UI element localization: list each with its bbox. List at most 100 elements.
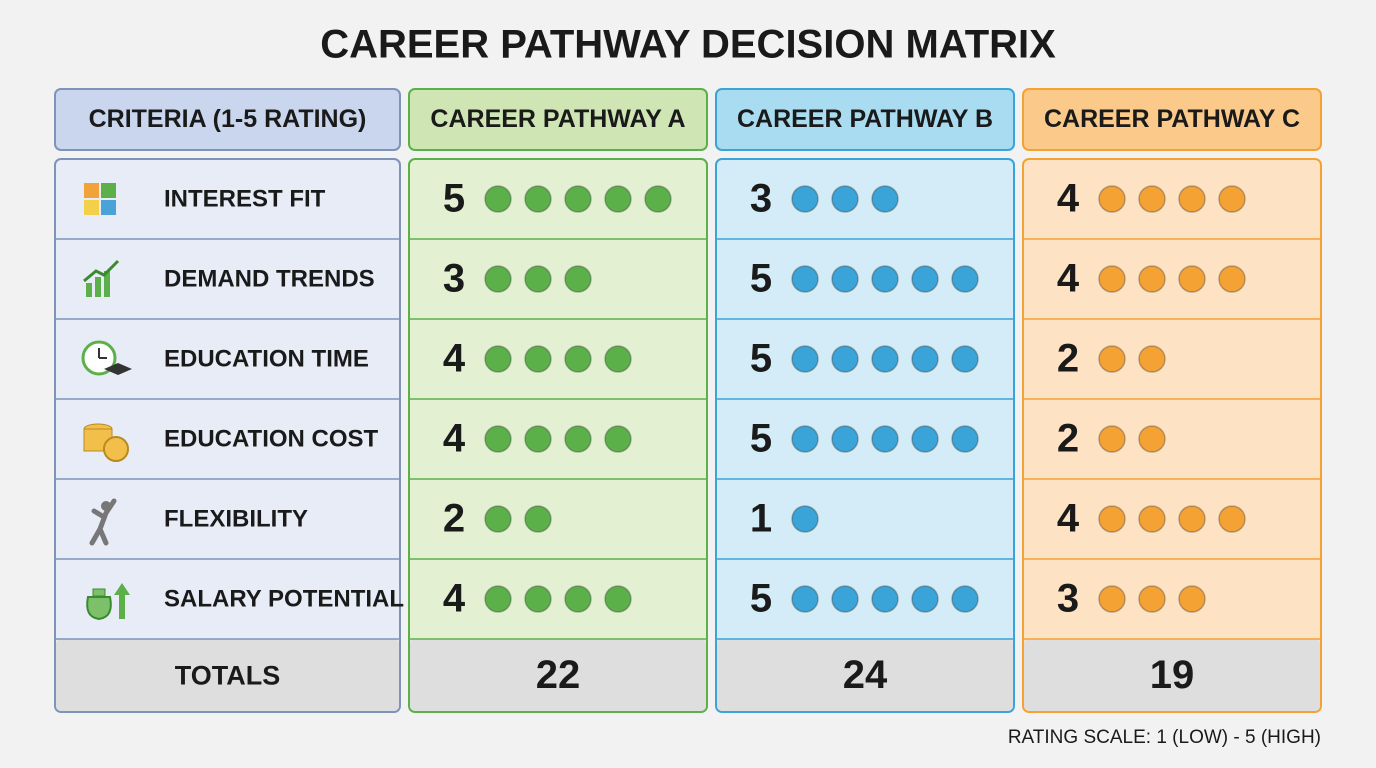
totals-cell (717, 639, 1013, 711)
criteria-label: SALARY POTENTIAL (164, 585, 404, 612)
rating-dot (911, 425, 939, 453)
rating-dot (484, 185, 512, 213)
rating-dot (564, 585, 592, 613)
rating-dot (1218, 185, 1246, 213)
criteria-label: EDUCATION TIME (164, 345, 369, 372)
rating-dot (1098, 425, 1126, 453)
rating-note: RATING SCALE: 1 (LOW) - 5 (HIGH) (1008, 727, 1321, 748)
rating-value: 2 (1057, 337, 1079, 381)
total-value: 24 (843, 653, 888, 697)
rating-dot (1218, 265, 1246, 293)
rating-dot (831, 345, 859, 373)
rating-dot (1138, 185, 1166, 213)
rating-dot (604, 185, 632, 213)
rating-dot (564, 425, 592, 453)
icon-shape (104, 363, 132, 375)
criteria-icon (83, 259, 120, 297)
rating-dot (791, 185, 819, 213)
rating-dot (484, 505, 512, 533)
rating-value: 5 (750, 417, 772, 461)
totals-cell (1024, 639, 1320, 711)
icon-shape (89, 498, 117, 546)
rating-dot (791, 585, 819, 613)
header-cell (54, 88, 401, 151)
rating-dot (524, 425, 552, 453)
rating-dot (791, 505, 819, 533)
rating-dot (484, 425, 512, 453)
rating-dot (524, 265, 552, 293)
icon-shape (86, 596, 112, 621)
rating-dot (524, 505, 552, 533)
rating-dot (871, 425, 899, 453)
rating-dot (1138, 345, 1166, 373)
column-body (1022, 158, 1322, 713)
rating-dot (484, 345, 512, 373)
rating-dot (791, 265, 819, 293)
criteria-label: DEMAND TRENDS (164, 265, 375, 292)
rating-dot (1138, 585, 1166, 613)
header-cell (408, 88, 708, 151)
rating-value: 4 (443, 337, 466, 381)
rating-value: 1 (750, 497, 772, 541)
totals-label: TOTALS (175, 661, 281, 691)
rating-dot (524, 185, 552, 213)
rating-value: 3 (750, 177, 772, 221)
rating-value: 5 (443, 177, 465, 221)
rating-value: 3 (1057, 577, 1079, 621)
rating-value: 5 (750, 337, 772, 381)
rating-dot (524, 585, 552, 613)
rating-dot (951, 425, 979, 453)
rating-dot (604, 585, 632, 613)
rating-dot (831, 265, 859, 293)
rating-dot (1098, 345, 1126, 373)
rating-dot (791, 425, 819, 453)
rating-value: 4 (1057, 257, 1080, 301)
rating-dot (951, 265, 979, 293)
rating-dot (1098, 185, 1126, 213)
rating-dot (871, 345, 899, 373)
criteria-icon (83, 423, 129, 462)
rating-value: 5 (750, 257, 772, 301)
column-body (715, 158, 1015, 713)
header-text: CAREER PATHWAY A (430, 105, 685, 133)
criteria-icon (84, 183, 116, 215)
rating-dot (871, 265, 899, 293)
column-body (408, 158, 708, 713)
icon-shape (84, 200, 99, 215)
rating-dot (831, 185, 859, 213)
criteria-icon (81, 340, 132, 376)
rating-dot (1178, 265, 1206, 293)
criteria-label: EDUCATION COST (164, 425, 379, 452)
rating-dot (911, 585, 939, 613)
rating-value: 3 (443, 257, 465, 301)
rating-dot (644, 185, 672, 213)
icon-shape (86, 283, 92, 297)
rating-dot (871, 185, 899, 213)
rating-dot (484, 265, 512, 293)
rating-dot (951, 585, 979, 613)
title: CAREER PATHWAY DECISION MATRIX (320, 23, 1056, 67)
rating-dot (1138, 425, 1166, 453)
icon-shape (84, 183, 99, 198)
rating-dot (791, 345, 819, 373)
icon-shape (101, 183, 116, 198)
rating-dot (1098, 505, 1126, 533)
header-text: CAREER PATHWAY C (1044, 105, 1300, 133)
rating-dot (564, 345, 592, 373)
icon-shape (104, 271, 110, 297)
rating-dot (1178, 505, 1206, 533)
rating-dot (1178, 185, 1206, 213)
criteria-icon (89, 498, 117, 546)
rating-dot (951, 345, 979, 373)
icon-shape (114, 583, 130, 619)
rating-value: 4 (443, 417, 466, 461)
header-cell (1022, 88, 1322, 151)
rating-value: 4 (1057, 497, 1080, 541)
totals-cell (56, 639, 399, 711)
icon-shape (83, 259, 120, 283)
rating-dot (564, 265, 592, 293)
rating-dot (831, 585, 859, 613)
rating-value: 2 (443, 497, 465, 541)
